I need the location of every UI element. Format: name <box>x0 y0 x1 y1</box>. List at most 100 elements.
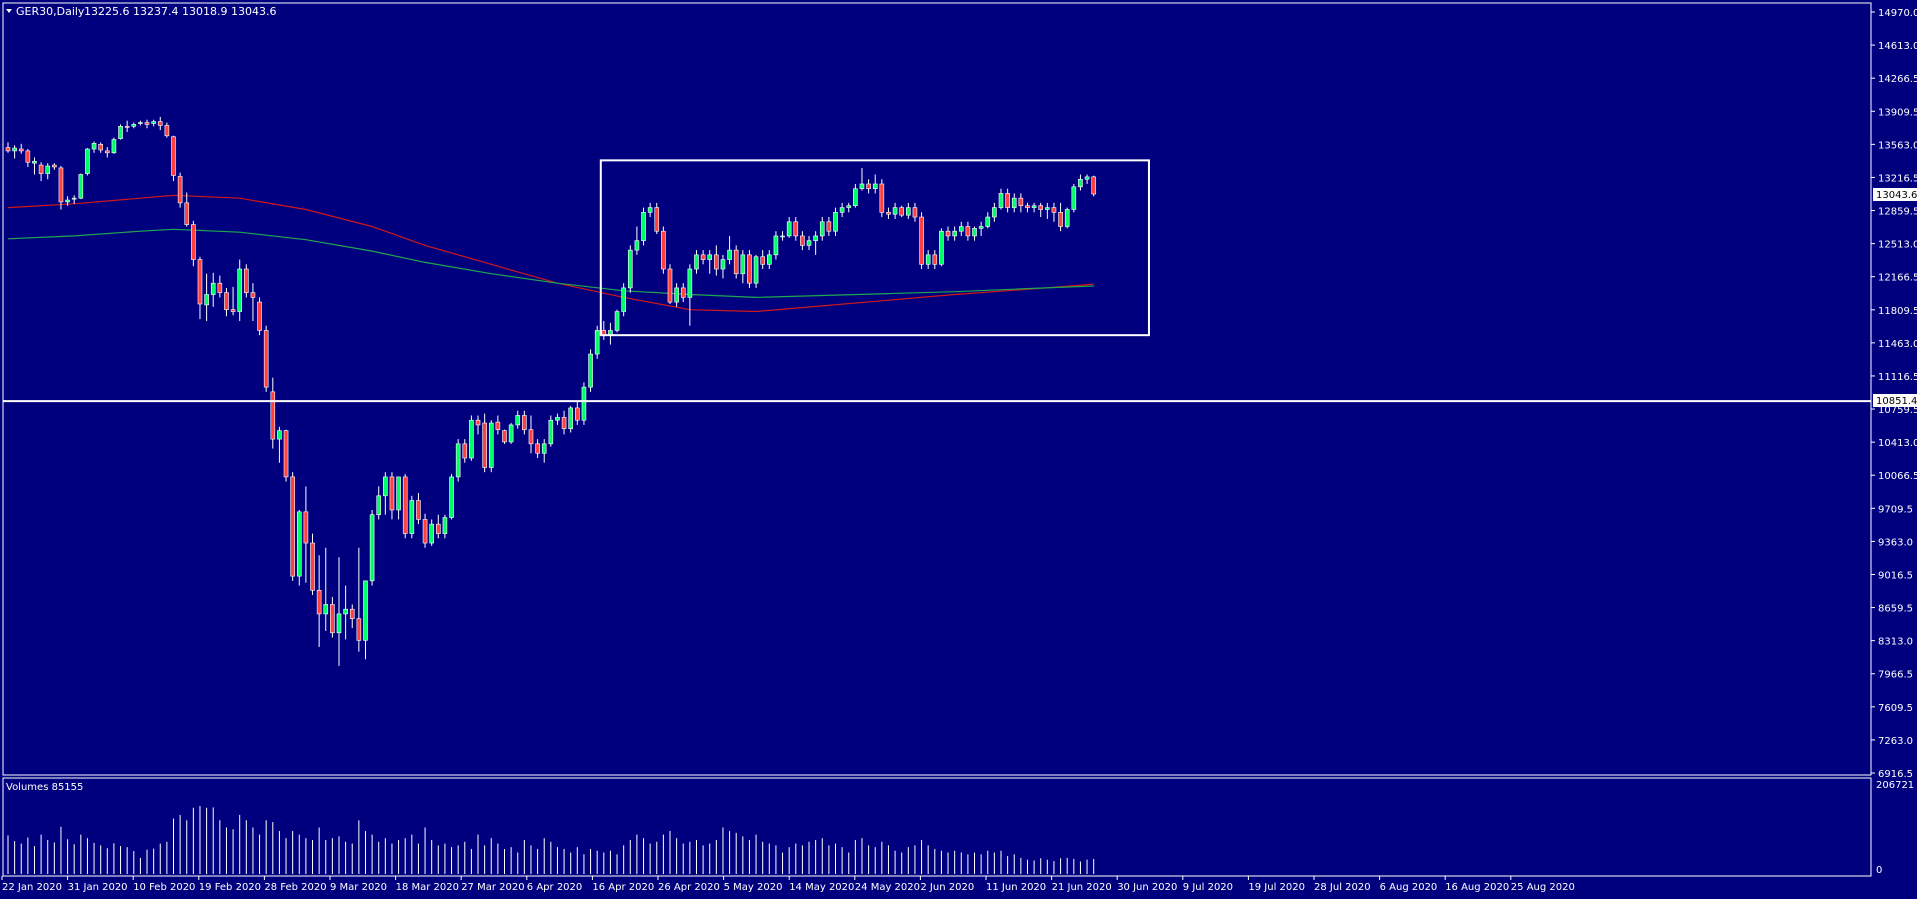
candle <box>654 202 660 235</box>
candle <box>449 474 454 520</box>
candle-body <box>786 221 792 237</box>
candle-body <box>548 419 554 445</box>
candle <box>872 174 878 194</box>
candle-body <box>674 287 679 303</box>
candle-body <box>502 430 507 443</box>
candle <box>495 415 501 435</box>
price-axis-label: 8313.0 <box>1878 637 1913 648</box>
candle <box>389 472 395 520</box>
chart-objects[interactable] <box>3 159 1871 403</box>
candle <box>349 604 355 629</box>
candle-body <box>210 282 216 295</box>
candle-body <box>945 230 951 237</box>
candle <box>323 547 329 631</box>
moving-average-green <box>7 228 1094 299</box>
date-axis: 22 Jan 2020 31 Jan 2020 10 Feb 2020 19 Feb … <box>1 876 1575 893</box>
price-axis-label: 13909.5 <box>1878 107 1917 118</box>
candle-body <box>508 424 514 443</box>
candle <box>91 141 97 153</box>
candle-body <box>634 240 640 251</box>
price-axis-label: 7609.5 <box>1878 703 1913 714</box>
date-axis-label: 5 May 2020 <box>724 882 783 893</box>
candle-body <box>813 235 818 241</box>
candle-body <box>290 476 295 577</box>
date-axis-label: 2 Jun 2020 <box>920 882 974 893</box>
candle <box>1011 193 1017 213</box>
candle <box>376 486 382 520</box>
candle <box>402 474 408 539</box>
candle-body <box>244 268 249 293</box>
candle <box>38 162 44 182</box>
moving-average-red <box>7 194 1094 313</box>
candle <box>727 235 732 265</box>
candle <box>561 410 567 435</box>
candle <box>588 349 593 392</box>
candle <box>316 555 322 647</box>
candle <box>58 166 64 210</box>
price-axis-label: 12513.0 <box>1878 240 1917 251</box>
candle-body <box>356 618 362 641</box>
candle <box>813 231 818 255</box>
candle <box>548 415 554 447</box>
candle-body <box>416 500 421 520</box>
candle-body <box>819 221 825 237</box>
candle <box>846 202 852 213</box>
candle-body <box>958 226 964 232</box>
candle <box>356 547 362 652</box>
candle-body <box>906 207 911 216</box>
candle <box>442 514 448 539</box>
candle <box>250 283 256 321</box>
candle <box>336 557 342 666</box>
candle <box>422 513 428 548</box>
candle-body <box>191 224 196 260</box>
date-axis-label: 26 Apr 2020 <box>658 882 720 893</box>
price-axis-label: 8659.5 <box>1878 604 1913 615</box>
candle <box>839 202 845 218</box>
date-axis-label: 25 Aug 2020 <box>1511 882 1575 893</box>
candle <box>1018 193 1024 213</box>
candle <box>177 172 183 208</box>
current-price-tag <box>1873 188 1917 201</box>
candle <box>747 250 752 288</box>
candle <box>1071 183 1077 213</box>
candle <box>230 286 236 316</box>
candle <box>733 245 739 279</box>
candle-body <box>925 254 931 265</box>
candle <box>925 250 931 270</box>
candle-body <box>932 254 938 265</box>
candle <box>555 413 560 425</box>
candle-body <box>588 353 593 388</box>
candle-body <box>535 443 540 454</box>
rectangle-object[interactable] <box>599 159 1150 337</box>
candle-body <box>872 183 878 190</box>
candle <box>1084 174 1090 184</box>
candle <box>369 509 375 586</box>
candle <box>98 142 103 153</box>
candle <box>217 275 223 298</box>
candle-body <box>733 249 739 275</box>
price-axis-label: 13216.5 <box>1878 173 1917 184</box>
hline-price-tag <box>1873 394 1917 407</box>
candle <box>151 119 156 127</box>
date-axis-label: 19 Feb 2020 <box>199 882 261 893</box>
candle-body <box>65 199 70 203</box>
candle-body <box>263 330 269 388</box>
candle-body <box>568 407 574 430</box>
candle <box>720 254 726 279</box>
date-axis-label: 22 Jan 2020 <box>2 882 62 893</box>
candle-body <box>303 511 309 544</box>
candle <box>535 439 540 459</box>
candle-body <box>780 235 785 238</box>
moving-averages <box>7 194 1094 313</box>
candle <box>700 250 706 265</box>
date-axis-label: 11 Jun 2020 <box>986 882 1046 893</box>
candle-body <box>912 207 918 218</box>
candle-body <box>561 417 567 430</box>
candle <box>515 410 521 429</box>
date-axis-label: 9 Mar 2020 <box>330 882 387 893</box>
dropdown-triangle-icon[interactable] <box>6 9 12 13</box>
candle <box>105 147 110 158</box>
candle-body <box>91 143 97 150</box>
price-axis-label: 10413.0 <box>1878 438 1917 449</box>
